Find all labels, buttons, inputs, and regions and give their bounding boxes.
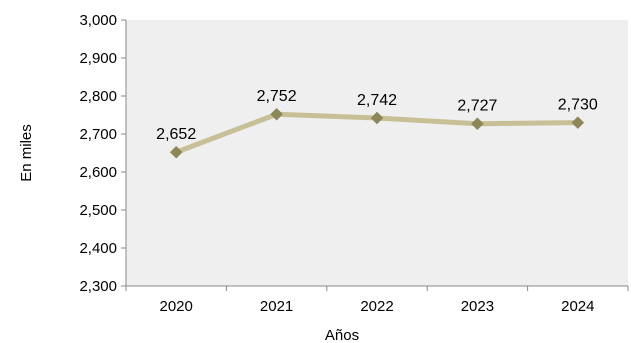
data-point-marker (471, 117, 484, 131)
y-axis-title: En miles (18, 124, 35, 182)
data-markers (169, 107, 585, 159)
data-label: 2,752 (257, 88, 297, 105)
y-tick-label: 2,900 (79, 50, 117, 67)
y-tick-label: 2,800 (79, 88, 117, 105)
y-tick-label: 2,600 (79, 164, 117, 181)
data-point-marker (571, 116, 585, 129)
data-point-marker (270, 107, 283, 121)
data-label: 2,727 (457, 98, 497, 115)
data-label: 2,730 (558, 97, 598, 114)
x-tick-label: 2020 (160, 298, 193, 315)
data-point-marker (169, 145, 183, 159)
plot-area (126, 20, 628, 286)
x-tick-label: 2023 (461, 298, 494, 315)
x-tick-label: 2022 (360, 298, 393, 315)
y-tick-label: 2,300 (79, 278, 117, 295)
y-axis: 2,300 2,400 2,500 2,600 2,700 2,800 2,900 3,000 (79, 12, 127, 295)
data-label: 2,652 (156, 126, 196, 143)
data-label: 2,742 (357, 92, 397, 109)
x-tick-label: 2021 (260, 298, 293, 315)
y-tick-label: 3,000 (79, 12, 117, 29)
y-tick-label: 2,500 (79, 202, 117, 219)
data-labels: 2,652 2,752 2,742 2,727 2,730 (156, 88, 598, 143)
x-tick-label: 2024 (561, 298, 594, 315)
data-point-marker (370, 111, 384, 125)
x-axis-title: Años (325, 327, 359, 343)
y-tick-label: 2,700 (79, 126, 117, 143)
x-axis: 2020 2021 2022 2023 2024 (125, 285, 629, 315)
y-tick-label: 2,400 (79, 240, 117, 257)
